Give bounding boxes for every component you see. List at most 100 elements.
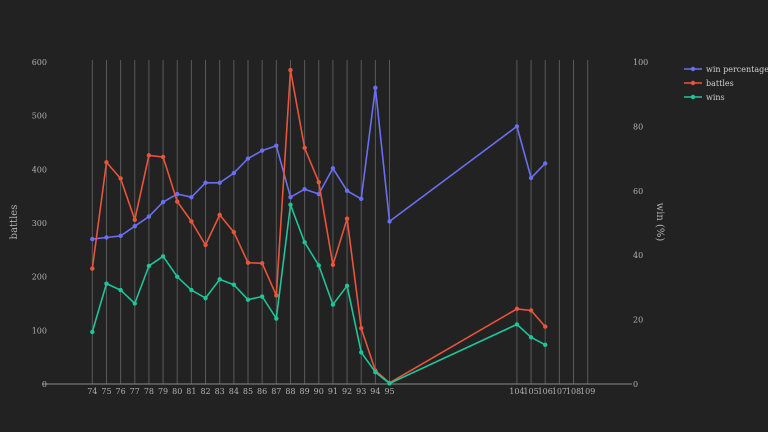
data-point bbox=[316, 180, 321, 185]
x-tick-label: 85 bbox=[243, 387, 253, 396]
left-y-tick-label: 0 bbox=[42, 380, 47, 389]
data-point bbox=[344, 188, 350, 193]
data-point bbox=[359, 196, 364, 202]
x-tick-label: 88 bbox=[285, 387, 295, 396]
data-point bbox=[543, 324, 548, 329]
right-y-tick-label: 100 bbox=[633, 58, 648, 67]
legend-swatch-marker bbox=[690, 80, 696, 86]
left-axis-title: battles bbox=[9, 205, 20, 240]
data-point bbox=[514, 306, 520, 312]
left-y-tick-label: 400 bbox=[32, 165, 47, 174]
left-y-tick-labels: 0 100 200 300 400 500 600 bbox=[32, 58, 47, 389]
vertical-gridlines bbox=[91, 60, 589, 384]
legend-swatch-marker bbox=[690, 94, 696, 100]
data-point bbox=[302, 240, 307, 245]
data-point bbox=[160, 154, 166, 160]
data-point bbox=[316, 263, 321, 268]
x-tick-label: 91 bbox=[328, 387, 338, 396]
data-point bbox=[146, 214, 152, 219]
x-tick-label: 107 bbox=[552, 387, 567, 396]
data-point bbox=[359, 325, 364, 331]
data-point bbox=[104, 235, 109, 240]
x-tick-label: 74 bbox=[87, 387, 97, 396]
right-axis-title: win (%) bbox=[654, 203, 665, 242]
data-point bbox=[175, 191, 180, 197]
data-point bbox=[160, 199, 166, 205]
x-tick-label: 93 bbox=[356, 387, 366, 396]
data-point bbox=[189, 287, 194, 293]
x-tick-label: 94 bbox=[370, 387, 380, 396]
data-point bbox=[175, 199, 180, 204]
data-point bbox=[359, 350, 364, 355]
legend-label: battles bbox=[706, 79, 734, 88]
data-point bbox=[373, 369, 378, 375]
data-point bbox=[387, 381, 392, 386]
data-point bbox=[132, 217, 137, 222]
x-tick-label: 82 bbox=[200, 387, 210, 396]
left-y-tick-label: 100 bbox=[32, 326, 47, 335]
data-point bbox=[528, 175, 534, 181]
data-point bbox=[514, 124, 520, 129]
data-point bbox=[189, 195, 194, 200]
legend[interactable]: win percentage battles wins bbox=[684, 65, 768, 102]
data-point bbox=[90, 329, 95, 335]
x-tick-label: 77 bbox=[130, 387, 140, 396]
left-y-tick-label: 500 bbox=[32, 112, 47, 121]
x-tick-label: 89 bbox=[300, 387, 310, 396]
data-point bbox=[90, 266, 95, 271]
data-point bbox=[217, 277, 222, 282]
data-point bbox=[288, 202, 293, 207]
x-tick-label: 79 bbox=[158, 387, 168, 396]
data-point bbox=[231, 229, 237, 235]
left-y-tick-label: 300 bbox=[32, 219, 47, 228]
data-point bbox=[104, 160, 109, 165]
data-point bbox=[175, 274, 180, 279]
x-tick-labels: 74 75 76 77 78 79 80 81 82 83 84 85 86 87 88 89 90 91 92 93… bbox=[87, 387, 595, 396]
legend-item[interactable]: wins bbox=[684, 93, 725, 102]
x-tick-label: 109 bbox=[580, 387, 595, 396]
legend-item[interactable]: win percentage bbox=[684, 65, 768, 74]
x-tick-label: 76 bbox=[116, 387, 126, 396]
data-point bbox=[259, 294, 265, 299]
data-point bbox=[330, 302, 336, 307]
right-y-tick-label: 80 bbox=[633, 122, 643, 131]
legend-swatch-marker bbox=[690, 66, 696, 72]
data-point bbox=[245, 156, 251, 161]
data-point bbox=[245, 297, 251, 302]
x-tick-label: 75 bbox=[101, 387, 111, 396]
left-y-tick-label: 600 bbox=[32, 58, 47, 67]
x-tick-label: 104 bbox=[509, 387, 524, 396]
data-point bbox=[302, 145, 307, 151]
series-lines bbox=[90, 67, 548, 386]
data-point bbox=[203, 242, 208, 248]
data-point bbox=[528, 308, 534, 313]
x-tick-label: 80 bbox=[172, 387, 182, 396]
data-point bbox=[217, 212, 222, 218]
data-point bbox=[302, 186, 307, 192]
data-point bbox=[160, 254, 166, 259]
right-y-tick-label: 20 bbox=[633, 316, 643, 325]
data-point bbox=[259, 261, 265, 266]
data-point bbox=[344, 216, 350, 221]
data-point bbox=[231, 282, 237, 287]
x-tick-label: 106 bbox=[538, 387, 553, 396]
data-point bbox=[330, 262, 336, 268]
right-y-tick-label: 0 bbox=[633, 380, 638, 389]
right-y-tick-labels: 0 20 40 60 80 100 bbox=[633, 58, 648, 389]
x-tick-label: 108 bbox=[566, 387, 581, 396]
series-win-percentage bbox=[90, 85, 548, 242]
data-point bbox=[217, 180, 222, 185]
data-point bbox=[274, 316, 279, 321]
x-tick-label: 84 bbox=[229, 387, 239, 396]
data-point bbox=[203, 180, 208, 185]
x-tick-label: 105 bbox=[523, 387, 538, 396]
data-point bbox=[344, 283, 350, 288]
x-tick-label: 78 bbox=[144, 387, 154, 396]
data-point bbox=[288, 195, 293, 200]
data-point bbox=[118, 233, 123, 239]
data-point bbox=[146, 263, 152, 269]
data-point bbox=[259, 148, 265, 153]
legend-item[interactable]: battles bbox=[684, 79, 734, 88]
x-tick-label: 90 bbox=[314, 387, 324, 396]
